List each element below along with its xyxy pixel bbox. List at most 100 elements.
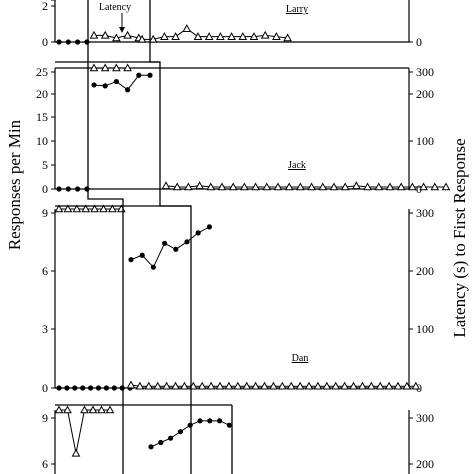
participant-label: Jack <box>288 160 306 171</box>
participant-label: Dan <box>292 353 309 364</box>
data-point <box>89 30 99 39</box>
data-point <box>128 257 134 263</box>
data-point <box>112 63 121 72</box>
left-tick-label: 2 <box>42 0 48 13</box>
data-point <box>172 182 182 191</box>
data-point <box>313 381 323 390</box>
data-point <box>91 82 97 88</box>
data-point <box>148 444 154 450</box>
data-point <box>260 381 269 390</box>
data-point <box>89 63 99 72</box>
left-tick-label: 9 <box>42 206 48 220</box>
data-point <box>71 448 81 457</box>
data-point <box>340 182 350 191</box>
data-point <box>144 381 154 390</box>
data-point <box>123 30 132 39</box>
data-point <box>284 182 294 191</box>
right-tick-label: 300 <box>416 411 434 425</box>
data-point <box>150 264 156 270</box>
chart-panels: 020LarryLatency05101520250100200300Jack0… <box>36 0 451 474</box>
data-point <box>72 385 78 391</box>
data-point <box>102 83 108 89</box>
data-point <box>206 182 216 191</box>
data-point <box>184 182 193 191</box>
data-point <box>84 39 90 45</box>
data-point <box>171 32 180 40</box>
data-point <box>100 30 110 39</box>
right-axis-title: Latency (s) to First Response <box>450 138 469 337</box>
data-point <box>195 230 201 236</box>
left-tick-label: 3 <box>42 322 48 336</box>
data-point <box>286 381 296 390</box>
data-point <box>318 182 328 191</box>
data-point <box>206 381 216 390</box>
data-point <box>349 381 358 390</box>
series-line <box>165 185 446 188</box>
data-point <box>90 204 99 213</box>
data-point <box>72 204 82 213</box>
data-point <box>352 181 361 190</box>
data-point <box>112 33 121 42</box>
data-point <box>56 385 62 391</box>
data-point <box>75 186 81 192</box>
data-point <box>56 186 62 192</box>
annotation-arrowhead <box>119 27 125 33</box>
left-tick-label: 25 <box>36 65 48 79</box>
data-point <box>393 381 403 390</box>
data-point <box>158 439 164 446</box>
data-point <box>105 405 115 414</box>
data-point <box>63 204 73 213</box>
data-point <box>97 405 106 414</box>
panel-bottom: 6 9 200 300 <box>42 405 434 474</box>
data-point <box>162 240 168 246</box>
data-point <box>84 186 90 192</box>
data-point <box>168 435 174 441</box>
data-point <box>273 182 283 191</box>
left-tick-label: 0 <box>42 35 48 49</box>
data-point <box>419 182 428 191</box>
data-point <box>88 385 94 391</box>
data-point <box>108 204 117 213</box>
data-point <box>195 181 204 190</box>
data-point <box>408 182 417 191</box>
data-point <box>217 418 223 424</box>
right-tick-label: 200 <box>416 264 434 278</box>
data-point <box>363 182 372 191</box>
data-point <box>160 32 169 40</box>
data-point <box>329 182 339 191</box>
panel-larry: 0 2 0 Larry Latency <box>42 0 422 49</box>
data-point <box>375 381 385 390</box>
data-point <box>111 385 117 391</box>
data-point <box>197 381 207 390</box>
data-point <box>385 182 395 191</box>
data-point <box>374 182 384 191</box>
left-tick-label: 6 <box>42 264 48 278</box>
participant-label: Larry <box>286 4 308 15</box>
left-tick-label: 15 <box>36 110 48 124</box>
data-point <box>148 34 158 43</box>
data-point <box>430 182 440 191</box>
data-point <box>226 422 232 428</box>
left-tick-label: 12 <box>36 0 48 3</box>
left-tick-label: 5 <box>42 158 48 172</box>
data-point <box>56 39 62 45</box>
data-point <box>119 385 125 391</box>
latency-annotation: Latency <box>99 2 131 13</box>
series-line <box>59 409 110 454</box>
data-point <box>81 204 91 213</box>
data-point <box>240 182 249 191</box>
left-axis-title: Responses per Min <box>5 119 24 250</box>
data-point <box>296 182 305 191</box>
data-point <box>80 405 89 414</box>
data-point <box>396 182 406 191</box>
right-tick-label: 300 <box>416 65 434 79</box>
data-point <box>180 381 189 390</box>
panel-jack: 0 5 10 15 20 25 0 100 200 300 Jack <box>36 63 451 196</box>
data-point <box>228 182 238 191</box>
data-point <box>113 78 119 85</box>
data-point <box>75 39 81 45</box>
data-point <box>63 405 72 414</box>
data-point <box>206 224 212 230</box>
data-point <box>182 24 192 32</box>
data-point <box>54 204 64 213</box>
